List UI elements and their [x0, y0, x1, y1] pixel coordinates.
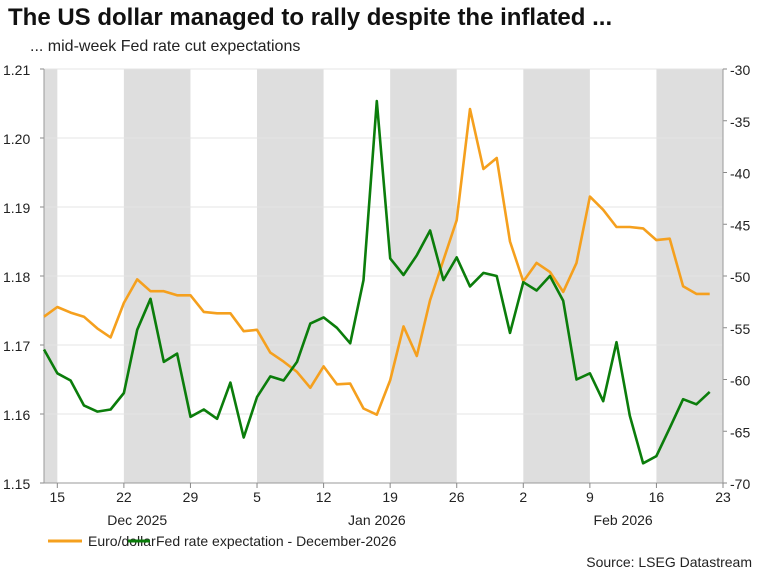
x-tick-label: 2	[519, 489, 527, 505]
x-tick-label: 9	[586, 489, 594, 505]
right-tick-label: -70	[730, 476, 750, 492]
right-tick-label: -30	[730, 62, 750, 78]
legend: Euro/dollar Fed rate expectation - Decem…	[48, 533, 397, 549]
x-tick-label: 19	[382, 489, 398, 505]
legend-label-euro-dollar: Euro/dollar	[88, 533, 156, 549]
x-tick-label: 26	[449, 489, 465, 505]
x-tick-label: 22	[116, 489, 132, 505]
right-tick-label: -35	[730, 114, 750, 130]
left-tick-label: 1.15	[3, 476, 30, 492]
x-tick-label: 5	[253, 489, 261, 505]
right-tick-label: -65	[730, 424, 750, 440]
month-label: Dec 2025	[107, 512, 167, 528]
right-tick-label: -45	[730, 217, 750, 233]
left-tick-label: 1.18	[3, 269, 30, 285]
month-label: Feb 2026	[594, 512, 653, 528]
left-tick-label: 1.16	[3, 407, 30, 423]
left-tick-label: 1.20	[3, 131, 30, 147]
right-tick-label: -60	[730, 373, 750, 389]
left-tick-label: 1.17	[3, 338, 30, 354]
series-line-euro-dollar	[43, 107, 710, 417]
chart-title: The US dollar managed to rally despite t…	[8, 4, 613, 31]
right-tick-label: -50	[730, 269, 750, 285]
x-tick-label: 12	[316, 489, 332, 505]
legend-label-fed-rate: Fed rate expectation - December-2026	[156, 533, 397, 549]
x-tick-label: 16	[649, 489, 665, 505]
chart-subtitle: ... mid-week Fed rate cut expectations	[30, 38, 301, 55]
right-tick-label: -40	[730, 166, 750, 182]
x-tick-label: 15	[50, 489, 66, 505]
month-label: Jan 2026	[348, 512, 406, 528]
left-tick-label: 1.19	[3, 200, 30, 216]
right-tick-label: -55	[730, 321, 750, 337]
source-note: Source: LSEG Datastream	[586, 554, 752, 568]
x-tick-label: 23	[715, 489, 731, 505]
series-line-fed-rate	[42, 99, 711, 465]
x-tick-label: 29	[183, 489, 199, 505]
left-tick-label: 1.21	[3, 62, 30, 78]
